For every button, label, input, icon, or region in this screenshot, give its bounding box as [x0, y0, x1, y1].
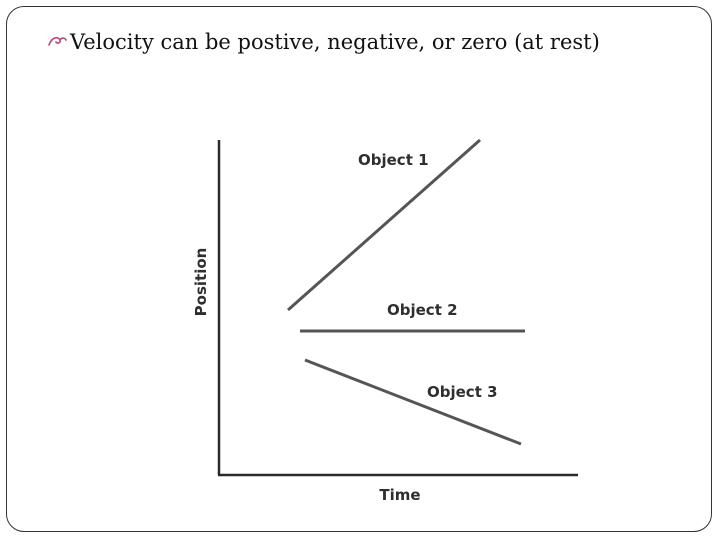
slide-frame — [6, 6, 712, 532]
position-time-diagram: Position Time Object 1 Object 2 Object 3 — [178, 110, 578, 510]
bullet-swirl-icon — [46, 31, 68, 53]
object-2-label: Object 2 — [387, 301, 458, 319]
x-axis-label: Time — [379, 486, 420, 504]
bullet-text: Velocity can be postive, negative, or ze… — [70, 30, 600, 54]
object-1-line — [287, 138, 481, 312]
y-axis-label: Position — [192, 248, 210, 317]
bullet-point: Velocity can be postive, negative, or ze… — [46, 30, 600, 54]
object-1-label: Object 1 — [358, 151, 429, 169]
object-3-line — [304, 358, 522, 446]
object-3-label: Object 3 — [427, 383, 498, 401]
